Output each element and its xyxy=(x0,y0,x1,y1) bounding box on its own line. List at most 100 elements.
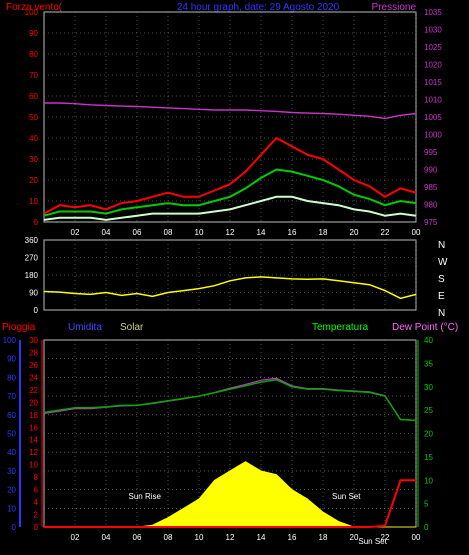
annotation-label: Sun Set xyxy=(358,537,387,546)
humidity-y-tick: 70 xyxy=(7,392,16,401)
wind-y-tick: 0 xyxy=(34,218,39,227)
wind-low-line xyxy=(43,195,417,221)
rain-y-tick: 0 xyxy=(34,523,39,532)
temperature-line xyxy=(43,378,417,422)
temp-panel-x-tick: 02 xyxy=(71,533,80,542)
rain-y-tick: 18 xyxy=(29,411,38,420)
temperature-y-tick: 35 xyxy=(424,359,433,368)
pressure-y-tick: 985 xyxy=(424,183,438,192)
wind-panel-x-tick: 04 xyxy=(102,228,111,237)
label-solar: Solar xyxy=(120,322,144,333)
compass-label-n-top: N xyxy=(438,240,445,251)
annotation-label: Sun Rise xyxy=(129,492,162,501)
humidity-y-tick: 30 xyxy=(7,467,16,476)
header-left-label: Forza vento( xyxy=(6,2,63,13)
pressure-y-tick: 995 xyxy=(424,148,438,157)
temp-panel-x-tick: 18 xyxy=(319,533,328,542)
rain-y-tick: 24 xyxy=(29,373,38,382)
rain-y-tick: 8 xyxy=(34,473,39,482)
label-umidita: Umidita xyxy=(68,322,102,333)
temp-panel-x-tick: 20 xyxy=(350,533,359,542)
direction-y-tick: 360 xyxy=(25,236,39,245)
pressure-y-tick: 1030 xyxy=(424,26,442,35)
humidity-y-tick: 90 xyxy=(7,355,16,364)
rain-y-tick: 28 xyxy=(29,348,38,357)
rain-y-tick: 2 xyxy=(34,511,39,520)
header-title: 24 hour graph, date: 29 Agosto 2020 xyxy=(177,2,340,13)
wind-y-tick: 80 xyxy=(29,50,38,59)
temp-panel-x-tick: 08 xyxy=(164,533,173,542)
rain-y-tick: 4 xyxy=(34,498,39,507)
temperature-y-tick: 5 xyxy=(424,500,429,509)
wind-panel-x-tick: 18 xyxy=(319,228,328,237)
humidity-y-tick: 50 xyxy=(7,430,16,439)
pressure-y-tick: 975 xyxy=(424,218,438,227)
rain-y-tick: 26 xyxy=(29,361,38,370)
compass-label-s: S xyxy=(438,274,445,285)
header-right-label: Pressione xyxy=(372,2,417,13)
wind-direction-line xyxy=(43,276,417,300)
wind-y-tick: 90 xyxy=(29,29,38,38)
temperature-y-tick: 10 xyxy=(424,476,433,485)
wind-panel-x-tick: 22 xyxy=(381,228,390,237)
humidity-y-tick: 0 xyxy=(12,523,17,532)
temp-panel-x-tick: 04 xyxy=(102,533,111,542)
temp-panel-x-tick: 16 xyxy=(288,533,297,542)
temperature-y-tick: 40 xyxy=(424,336,433,345)
label-pioggia: Pioggia xyxy=(2,322,36,333)
direction-y-tick: 0 xyxy=(34,306,39,315)
humidity-y-tick: 80 xyxy=(7,373,16,382)
temperature-y-tick: 15 xyxy=(424,453,433,462)
pressure-y-tick: 1015 xyxy=(424,78,442,87)
compass-label-e: E xyxy=(438,291,445,302)
wind-y-tick: 20 xyxy=(29,176,38,185)
compass-label-n-bottom: N xyxy=(438,308,445,319)
wind-y-tick: 100 xyxy=(25,8,39,17)
temperature-y-tick: 20 xyxy=(424,430,433,439)
annotation-label: Sun Set xyxy=(332,492,361,501)
humidity-y-tick: 100 xyxy=(3,336,17,345)
wind-panel-x-tick: 20 xyxy=(350,228,359,237)
temp-panel-x-tick: 14 xyxy=(257,533,266,542)
rain-y-tick: 20 xyxy=(29,398,38,407)
wind-panel-x-tick: 08 xyxy=(164,228,173,237)
pressure-y-tick: 1025 xyxy=(424,43,442,52)
rain-y-tick: 12 xyxy=(29,448,38,457)
humidity-y-tick: 40 xyxy=(7,448,16,457)
rain-y-tick: 30 xyxy=(29,336,38,345)
temp-panel-x-tick: 22 xyxy=(381,533,390,542)
temp-panel-x-tick: 12 xyxy=(226,533,235,542)
rain-y-tick: 16 xyxy=(29,423,38,432)
wind-panel-x-tick: 12 xyxy=(226,228,235,237)
wind-y-tick: 40 xyxy=(29,134,38,143)
pressure-y-tick: 1035 xyxy=(424,8,442,17)
wind-y-tick: 10 xyxy=(29,197,38,206)
humidity-y-tick: 20 xyxy=(7,486,16,495)
direction-y-tick: 90 xyxy=(29,289,38,298)
temperature-y-tick: 25 xyxy=(424,406,433,415)
wind-gust-line xyxy=(43,136,417,215)
wind-average-line xyxy=(43,168,417,217)
wind-y-tick: 70 xyxy=(29,71,38,80)
direction-y-tick: 270 xyxy=(25,254,39,263)
pressure-line xyxy=(44,102,417,120)
label-dew-point: Dew Point (°C) xyxy=(392,322,458,333)
pressure-y-tick: 1000 xyxy=(424,131,442,140)
wind-y-tick: 60 xyxy=(29,92,38,101)
label-temperatura: Temperatura xyxy=(312,322,369,333)
wind-panel-x-tick: 16 xyxy=(288,228,297,237)
wind-panel-x-tick: 02 xyxy=(71,228,80,237)
pressure-y-tick: 1005 xyxy=(424,113,442,122)
humidity-y-tick: 10 xyxy=(7,504,16,513)
pressure-y-tick: 1010 xyxy=(424,96,442,105)
wind-y-tick: 30 xyxy=(29,155,38,164)
compass-label-w: W xyxy=(438,257,448,268)
temperature-y-tick: 0 xyxy=(424,523,429,532)
wind-panel-x-tick: 00 xyxy=(412,228,421,237)
rain-y-tick: 14 xyxy=(29,436,38,445)
wind-panel-x-tick: 14 xyxy=(257,228,266,237)
rain-y-tick: 6 xyxy=(34,486,39,495)
rain-line xyxy=(44,479,416,528)
